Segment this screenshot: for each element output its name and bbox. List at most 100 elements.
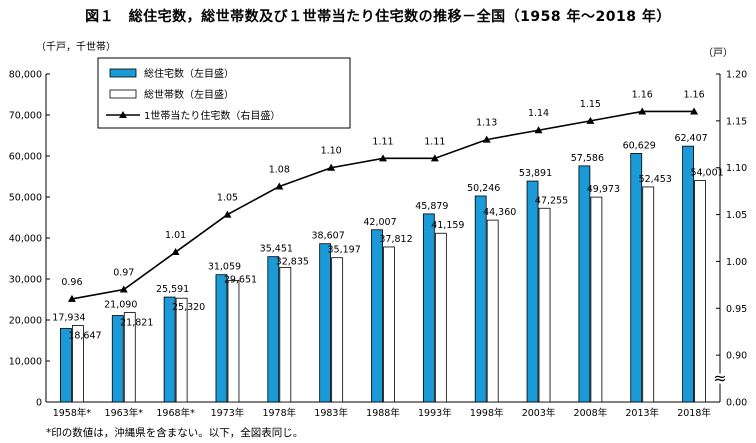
household-bar-label: 54,001 [690, 168, 723, 179]
housing-bar [682, 145, 694, 403]
x-tick-label: 1958年* [53, 407, 92, 419]
x-tick-label: 1973年 [211, 407, 245, 419]
ratio-label: 1.16 [683, 89, 704, 100]
housing-bar-label: 21,090 [104, 300, 137, 311]
housing-bar [371, 229, 383, 403]
housing-bar [630, 153, 643, 403]
ratio-label: 1.14 [528, 108, 549, 119]
axis-break-gap [717, 373, 723, 384]
ratio-marker [379, 154, 387, 162]
housing-bar-label: 53,891 [519, 168, 552, 179]
right-tick-label: 1.20 [726, 70, 747, 81]
ratio-marker [223, 210, 232, 218]
x-tick-label: 1983年 [314, 407, 348, 419]
household-bar-label: 49,973 [587, 184, 620, 195]
housing-bar-label: 60,629 [623, 140, 656, 151]
household-bar-label: 37,812 [379, 234, 412, 245]
ratio-label: 0.96 [61, 277, 82, 288]
housing-bar [267, 256, 280, 403]
right-axis-unit: （戸） [703, 48, 733, 59]
housing-bar-label: 62,407 [674, 133, 707, 144]
legend-label-housing: 総住宅数（左目盛） [144, 67, 234, 80]
right-tick-label: 0.95 [726, 304, 747, 315]
left-tick-label: 30,000 [9, 275, 42, 286]
housing-bar-label: 50,246 [467, 183, 500, 194]
legend-marker-ratio [119, 111, 127, 118]
legend-label-household: 総世帯数（左目盛） [144, 88, 234, 101]
ratio-marker [586, 116, 595, 124]
household-bar [486, 219, 499, 403]
ratio-label: 1.08 [269, 164, 290, 175]
ratio-label: 0.97 [113, 268, 134, 279]
ratio-marker [275, 182, 284, 190]
ratio-label: 1.15 [580, 99, 601, 110]
ratio-line: 0.96 0.97 1.01 1.05 1.08 1.10 1.11 1.11 1.13 1.14… [61, 89, 705, 302]
household-bar [538, 207, 551, 403]
household-bar-label: 32,835 [276, 257, 309, 268]
ratio-marker [171, 248, 180, 256]
left-tick-label: 10,000 [9, 357, 42, 368]
ratio-marker [327, 163, 336, 171]
ratio-marker [430, 154, 439, 162]
left-tick-label: 40,000 [9, 234, 42, 245]
household-bar-label: 18,647 [68, 331, 101, 342]
household-bar-label: 35,197 [328, 245, 361, 256]
x-tick-label: 1968年* [156, 407, 195, 419]
household-bar [590, 196, 603, 403]
x-tick-label: 1988年 [366, 407, 400, 419]
housing-bar-label: 57,586 [571, 153, 604, 164]
housing-bar-label: 42,007 [363, 217, 396, 228]
x-tick-label: 2008年 [574, 407, 608, 419]
ratio-marker [534, 126, 543, 134]
x-tick-label: 2013年 [625, 407, 659, 419]
legend-swatch-household [109, 89, 137, 99]
housing-bar [163, 296, 176, 403]
household-bar [72, 325, 84, 403]
left-axis-unit: （千戸，千世帯） [36, 42, 116, 53]
housing-bar-label: 25,591 [156, 284, 189, 295]
household-bar-label: 47,255 [535, 195, 568, 206]
housing-bar [526, 180, 539, 403]
household-bar [434, 232, 447, 403]
ratio-marker [690, 107, 699, 115]
chart-title: 図１ 総住宅数，総世帯数及び１世帯当たり住宅数の推移－全国（1958 年～201… [85, 9, 671, 25]
x-tick-label: 1963年* [105, 407, 144, 419]
housing-bar-label: 45,879 [415, 201, 448, 212]
x-tick-label: 1978年 [262, 407, 296, 419]
housing-bar [578, 165, 591, 403]
left-tick-label: 70,000 [9, 111, 42, 122]
household-bar [279, 266, 292, 403]
household-bar [123, 312, 136, 403]
housing-bar [319, 243, 332, 403]
housing-bar [60, 328, 72, 403]
household-bar [331, 257, 344, 403]
housing-bar [474, 195, 487, 403]
household-bar [227, 280, 240, 403]
legend: 総住宅数（左目盛） 総世帯数（左目盛） 1世帯当たり住宅数（右目盛） [97, 57, 351, 129]
right-tick-label: 1.05 [726, 210, 747, 221]
household-bar [175, 297, 188, 403]
right-tick-label: 1.00 [726, 257, 747, 268]
household-bar [383, 246, 395, 403]
legend-label-ratio: 1世帯当たり住宅数（右目盛） [144, 109, 280, 122]
ratio-marker [119, 285, 128, 293]
x-tick-label: 1998年 [470, 407, 504, 419]
housing-bar-label: 35,451 [260, 244, 293, 255]
x-tick-label: 2003年 [522, 407, 556, 419]
right-tick-label: 0.90 [726, 351, 747, 362]
housing-bar [111, 315, 124, 403]
housing-bar-label: 31,059 [208, 262, 241, 273]
ratio-label: 1.05 [217, 193, 238, 204]
legend-box [97, 57, 351, 129]
right-tick-label: 1.15 [726, 116, 747, 127]
ratio-marker [482, 135, 491, 143]
household-bar-label: 21,821 [120, 318, 153, 329]
x-tick-label: 1993年 [418, 407, 452, 419]
housing-bar [215, 274, 228, 403]
bars: 17,934 18,647 21,090 21,821 25,591 25,320 31,0… [52, 133, 724, 403]
left-tick-label: 20,000 [9, 316, 42, 327]
housing-bar-label: 17,934 [52, 313, 85, 324]
left-tick-label: 0 [36, 398, 42, 409]
ratio-label: 1.13 [476, 118, 497, 129]
